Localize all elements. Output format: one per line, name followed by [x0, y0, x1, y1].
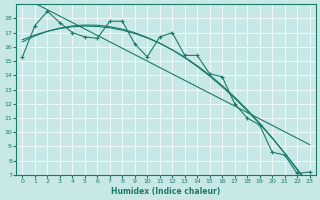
X-axis label: Humidex (Indice chaleur): Humidex (Indice chaleur) [111, 187, 221, 196]
